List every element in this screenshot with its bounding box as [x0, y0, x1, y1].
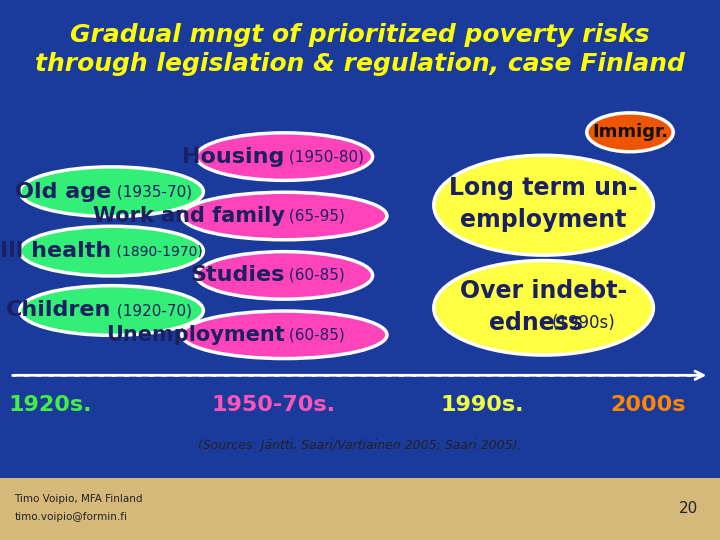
Text: 1920s.: 1920s. — [9, 395, 92, 415]
Text: edness: edness — [490, 311, 583, 335]
Text: employment: employment — [460, 208, 627, 232]
Text: (1920-70): (1920-70) — [112, 303, 192, 318]
Ellipse shape — [182, 192, 387, 240]
Text: through legislation & regulation, case Finland: through legislation & regulation, case F… — [35, 52, 685, 76]
Text: Gradual mngt of prioritized poverty risks: Gradual mngt of prioritized poverty risk… — [71, 23, 649, 47]
Text: Unemployment: Unemployment — [106, 325, 284, 345]
Text: (Sources: Jäntti, Saari/Vartiainen 2005; Saari 2005).: (Sources: Jäntti, Saari/Vartiainen 2005;… — [198, 439, 522, 452]
Text: Timo Voipio, MFA Finland: Timo Voipio, MFA Finland — [14, 495, 143, 504]
Text: 1950-70s.: 1950-70s. — [212, 395, 336, 415]
Text: Studies: Studies — [190, 265, 284, 286]
Ellipse shape — [182, 311, 387, 359]
Text: Housing: Housing — [182, 146, 284, 167]
Text: (1950-80): (1950-80) — [284, 149, 364, 164]
Ellipse shape — [197, 252, 373, 299]
Bar — [0, 478, 720, 540]
Text: 1990s.: 1990s. — [441, 395, 524, 415]
Text: Children: Children — [6, 300, 112, 321]
Text: Work and family: Work and family — [93, 206, 284, 226]
Text: (60-85): (60-85) — [284, 327, 345, 342]
Text: (65-95): (65-95) — [284, 208, 346, 224]
Ellipse shape — [19, 226, 203, 276]
Text: (1990s): (1990s) — [552, 314, 615, 332]
Text: Immigr.: Immigr. — [592, 123, 668, 141]
Text: Over indebt-: Over indebt- — [460, 279, 627, 302]
Ellipse shape — [197, 133, 373, 180]
Text: 20: 20 — [679, 501, 698, 516]
Ellipse shape — [433, 156, 654, 255]
Text: Ill health: Ill health — [0, 241, 112, 261]
Text: 2000s: 2000s — [611, 395, 685, 415]
Ellipse shape — [587, 113, 673, 152]
Text: Long term un-: Long term un- — [449, 176, 638, 200]
Text: (60-85): (60-85) — [284, 268, 345, 283]
Ellipse shape — [433, 261, 654, 355]
Text: (1935-70): (1935-70) — [112, 184, 192, 199]
Text: Old age: Old age — [15, 181, 112, 202]
Ellipse shape — [19, 286, 203, 335]
Ellipse shape — [19, 167, 203, 217]
Text: timo.voipio@formin.fi: timo.voipio@formin.fi — [14, 512, 127, 522]
Text: (1890-1970): (1890-1970) — [112, 244, 202, 258]
